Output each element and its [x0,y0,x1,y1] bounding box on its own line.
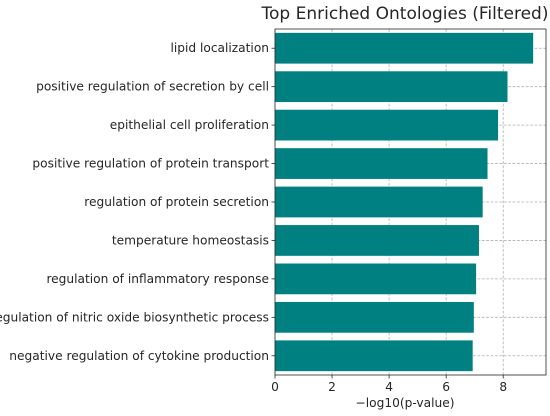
chart-title: Top Enriched Ontologies (Filtered) [261,4,549,24]
category-label: negative regulation of cytokine producti… [9,349,269,363]
category-label: positive regulation of secretion by cell [36,80,269,94]
category-label: lipid localization [171,41,270,55]
bar [275,109,499,141]
bar [275,263,477,295]
x-tick-label: 2 [328,380,336,394]
category-label: regulation of nitric oxide biosynthetic … [0,310,269,324]
bar [275,301,474,333]
bar [275,225,479,256]
bars [275,32,534,372]
bar [275,148,488,179]
bar [275,186,483,218]
bar [275,32,534,64]
category-label: epithelial cell proliferation [110,118,269,132]
category-label: positive regulation of protein transport [32,157,269,171]
category-label: temperature homeostasis [112,233,269,247]
x-tick-label: 6 [442,380,450,394]
category-label: regulation of protein secretion [84,195,269,209]
bar [275,340,473,372]
x-tick-label: 0 [271,380,279,394]
x-tick-label: 8 [499,380,507,394]
category-label: regulation of inflammatory response [46,272,269,286]
x-axis-label: −log10(p-value) [356,396,455,410]
bar [275,71,508,103]
x-tick-label: 4 [385,380,393,394]
plot-frame [274,28,547,376]
axes: lipid localization positive regulation of… [0,28,547,394]
